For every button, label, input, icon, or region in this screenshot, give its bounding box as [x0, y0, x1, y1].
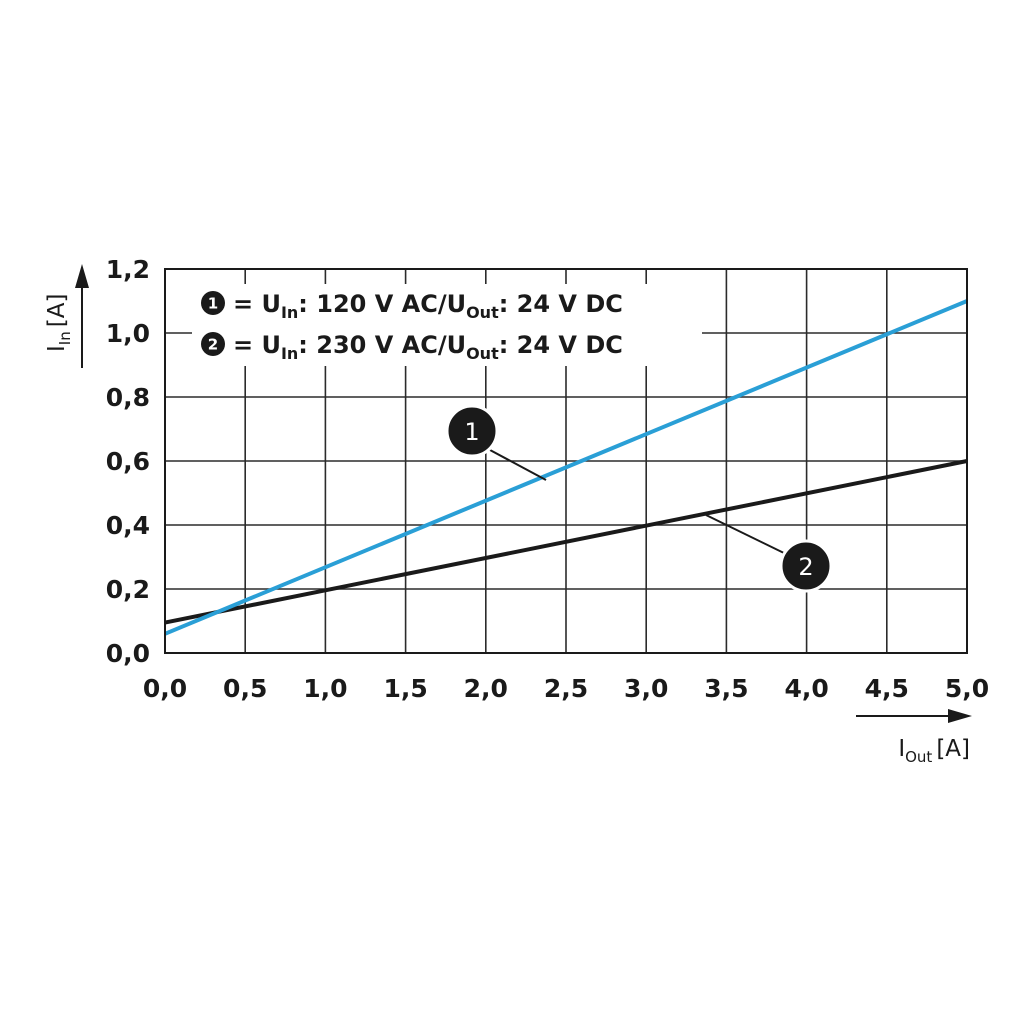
legend-label-2: = UIn: 230 V AC/UOut: 24 V DC: [233, 331, 623, 363]
series-1-callout: 1: [445, 404, 547, 481]
callout-2-label: 2: [798, 553, 813, 581]
series-2-line: [164, 459, 968, 625]
x-tick-label: 0,0: [143, 674, 187, 703]
x-axis-arrow-head: [948, 709, 972, 723]
x-tick-label: 1,0: [303, 674, 347, 703]
x-tick-label: 5,0: [945, 674, 989, 703]
x-tick-label: 4,5: [865, 674, 909, 703]
y-tick-label: 0,2: [106, 575, 150, 604]
x-tick-label: 0,5: [223, 674, 267, 703]
series-lines: [164, 299, 968, 636]
x-axis-title-group: IOut [A]: [856, 709, 972, 766]
legend-marker-1: [201, 291, 225, 315]
legend: 1 = UIn: 120 V AC/UOut: 24 V DC 2 = UIn:…: [192, 284, 702, 366]
x-axis-title: IOut [A]: [898, 736, 970, 766]
callout-2-marker: [779, 539, 833, 593]
y-tick-label: 0,0: [106, 639, 150, 668]
x-tick-label: 3,5: [704, 674, 748, 703]
x-tick-label: 2,0: [464, 674, 508, 703]
series-2-callout: 2: [705, 514, 833, 593]
x-tick-label: 2,5: [544, 674, 588, 703]
legend-label-1: = UIn: 120 V AC/UOut: 24 V DC: [233, 290, 623, 322]
plot-frame: [164, 268, 968, 654]
callout-1-leader: [489, 449, 547, 481]
y-axis-title-group: IIn[A]: [44, 264, 89, 368]
legend-box: [192, 284, 702, 366]
series-1-line: [164, 299, 968, 636]
x-tick-labels: 0,0 0,5 1,0 1,5 2,0 2,5 3,0 3,5 4,0 4,5 5,0: [143, 674, 989, 703]
x-tick-label: 4,0: [784, 674, 828, 703]
legend-marker-1-label: 1: [208, 295, 218, 313]
y-tick-labels: 0,0 0,2 0,4 0,6 0,8 1,0 1,2: [106, 255, 150, 668]
legend-entry-2: 2 = UIn: 230 V AC/UOut: 24 V DC: [201, 331, 623, 363]
y-tick-label: 1,0: [106, 319, 150, 348]
y-tick-label: 0,8: [106, 383, 150, 412]
y-tick-label: 0,6: [106, 447, 150, 476]
y-axis-arrow-head: [75, 264, 89, 288]
x-tick-label: 1,5: [383, 674, 427, 703]
callout-2-leader: [705, 514, 789, 556]
legend-marker-2: [201, 332, 225, 356]
callout-1-label: 1: [464, 418, 479, 446]
callout-1-marker: [445, 404, 499, 458]
y-axis-title: IIn[A]: [44, 294, 74, 352]
legend-marker-2-label: 2: [208, 336, 218, 354]
x-tick-label: 3,0: [624, 674, 668, 703]
y-tick-label: 0,4: [106, 511, 150, 540]
y-tick-label: 1,2: [106, 255, 150, 284]
legend-entry-1: 1 = UIn: 120 V AC/UOut: 24 V DC: [201, 290, 623, 322]
plot-border: [164, 268, 968, 654]
